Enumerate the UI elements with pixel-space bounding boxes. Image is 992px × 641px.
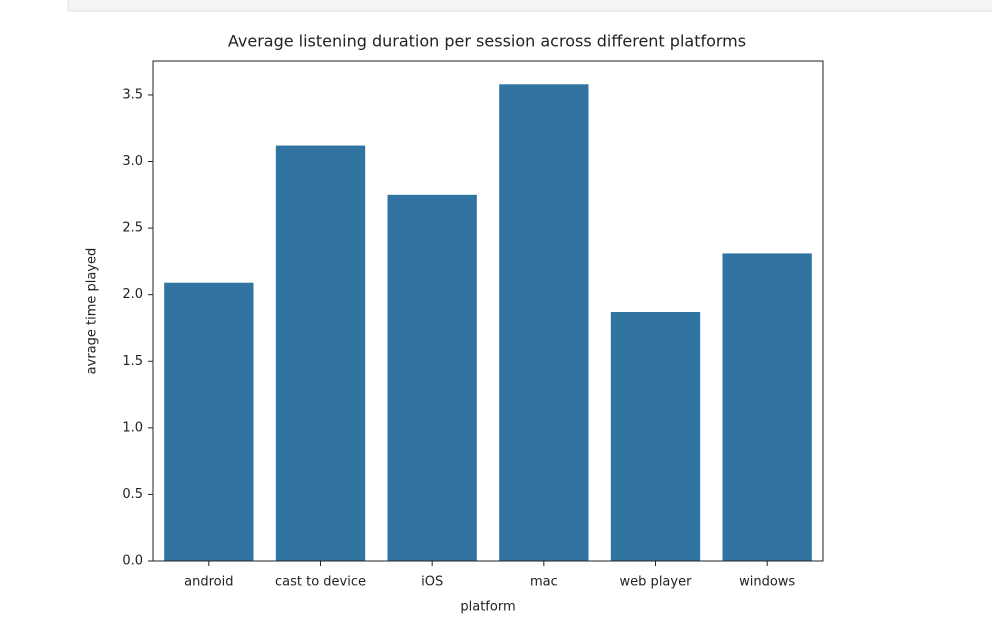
y-tick-label: 2.5 xyxy=(122,221,143,236)
y-tick-label: 3.5 xyxy=(122,87,143,102)
y-axis-label: avrage time played xyxy=(85,248,100,375)
bar xyxy=(275,145,366,561)
bar xyxy=(722,253,812,561)
x-axis-label: platform xyxy=(460,600,515,615)
y-tick-label: 1.5 xyxy=(122,354,143,369)
bar xyxy=(610,311,701,561)
x-tick-label: iOS xyxy=(421,575,443,590)
code-cell xyxy=(67,0,992,12)
x-tick-label: mac xyxy=(530,575,558,590)
y-tick-label: 0.0 xyxy=(122,554,143,569)
chart-title: Average listening duration per session a… xyxy=(228,32,746,51)
y-tick-label: 3.0 xyxy=(122,154,143,169)
y-tick-label: 0.5 xyxy=(122,487,143,502)
bar xyxy=(164,282,254,561)
y-tick-label: 2.0 xyxy=(122,287,143,302)
bar xyxy=(499,84,589,562)
x-tick-label: android xyxy=(184,575,233,590)
x-tick-label: cast to device xyxy=(275,575,366,590)
axes-frame xyxy=(152,60,824,562)
x-tick-label: windows xyxy=(739,575,795,590)
bar xyxy=(387,194,477,561)
x-tick-label: web player xyxy=(620,575,693,590)
y-tick-label: 1.0 xyxy=(122,420,143,435)
